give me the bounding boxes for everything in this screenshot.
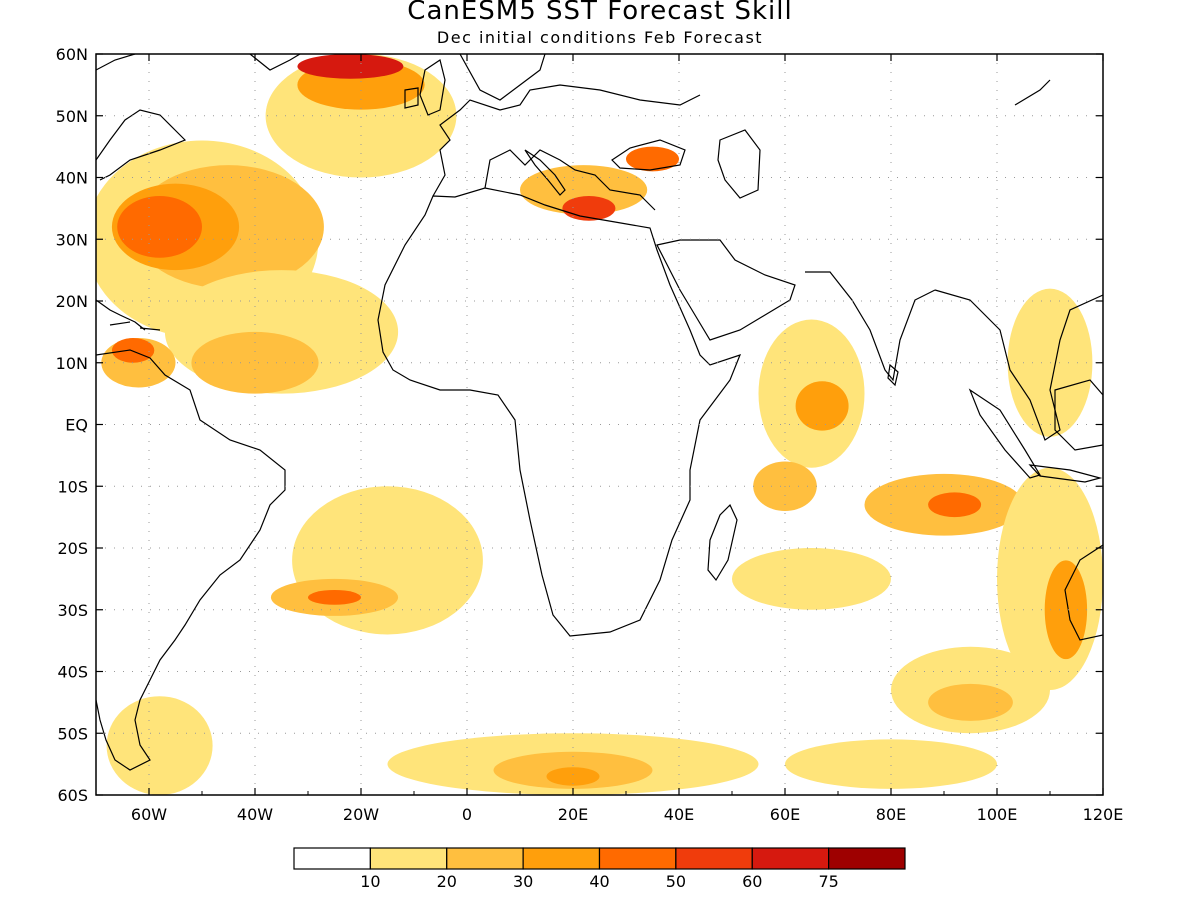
colorbar-swatch	[293, 847, 371, 870]
coastline-sumatra	[968, 388, 1041, 479]
lat-tick-label: 20S	[57, 539, 88, 558]
coastline-europe	[432, 84, 701, 197]
colorbar-swatch	[446, 847, 524, 870]
skill-region	[546, 767, 600, 786]
colorbar: 10 20 30 40 50 60 75	[293, 847, 906, 891]
coastline-africa	[377, 187, 742, 637]
latitude-axis: 60N 50N 40N 30N 20N 10N EQ 10S 20S 30S 40S 50S 60S	[56, 45, 1103, 805]
lon-tick-label: 100E	[977, 805, 1018, 824]
lat-tick-label: 60N	[56, 45, 88, 64]
colorbar-swatch	[598, 847, 677, 870]
coastline-central-america	[96, 299, 146, 331]
lon-tick-label: 20W	[343, 805, 379, 824]
lon-tick-label: 0	[462, 805, 472, 824]
lon-tick-label: 60E	[770, 805, 800, 824]
colorbar-swatch	[828, 847, 906, 870]
longitude-axis: 60W 40W 20W 0 20E 40E 60E 80E 100E 120E	[95, 54, 1124, 824]
skill-region	[520, 165, 648, 215]
colorbar-swatch	[522, 847, 601, 870]
colorbar-label: 30	[513, 872, 533, 891]
colorbar-swatch	[751, 847, 830, 870]
coastline-british-isles	[419, 59, 446, 116]
lon-tick-label: 40E	[664, 805, 694, 824]
coastline-caspian	[717, 129, 761, 199]
lat-tick-label: EQ	[65, 416, 88, 435]
coastline-sakhalin	[1014, 79, 1051, 106]
colorbar-label: 20	[437, 872, 457, 891]
lat-tick-label: 40N	[56, 169, 88, 188]
skill-region	[308, 589, 361, 605]
map-subtitle: Dec initial conditions Feb Forecast	[436, 28, 764, 47]
skill-region	[297, 54, 404, 79]
lat-tick-label: 30S	[57, 601, 88, 620]
lat-tick-label: 10N	[56, 354, 88, 373]
lon-tick-label: 20E	[558, 805, 588, 824]
coastline-north-america	[96, 109, 187, 181]
skill-region	[785, 739, 997, 789]
colorbar-label: 60	[742, 872, 762, 891]
colorbar-label: 75	[818, 872, 838, 891]
skill-region	[191, 331, 319, 394]
lat-tick-label: 30N	[56, 230, 88, 249]
lat-tick-label: 40S	[57, 663, 88, 682]
coastline-mediterranean-north	[484, 149, 656, 211]
lon-tick-label: 40W	[237, 805, 273, 824]
skill-region	[626, 146, 679, 172]
coastline-java	[1028, 464, 1103, 483]
lat-tick-label: 60S	[57, 786, 88, 805]
coastline-caribbean-islands	[109, 321, 161, 331]
colorbar-label: 40	[589, 872, 609, 891]
lat-tick-label: 20N	[56, 292, 88, 311]
map-title: CanESM5 SST Forecast Skill	[407, 0, 793, 26]
skill-region	[795, 381, 849, 431]
skill-region	[732, 548, 891, 610]
coastline-sri-lanka	[887, 363, 899, 387]
skill-region	[106, 696, 213, 795]
skill-region	[1044, 560, 1088, 660]
coastline-scandinavia	[459, 54, 546, 101]
coastline-labrador	[96, 54, 136, 71]
coastline-australia	[1064, 544, 1103, 641]
coastline-italy	[524, 149, 566, 196]
lat-tick-label: 50S	[57, 724, 88, 743]
coastline-greenland	[249, 54, 301, 71]
coastline-india	[805, 271, 936, 382]
coastline-south-america	[96, 349, 286, 771]
skill-region	[928, 492, 982, 518]
lat-tick-label: 50N	[56, 107, 88, 126]
skill-region	[117, 196, 202, 258]
coastline-madagascar	[707, 503, 738, 582]
coastline-black-sea	[611, 139, 686, 171]
lat-tick-label: 10S	[57, 477, 88, 496]
coastline-borneo	[1054, 379, 1103, 451]
lon-tick-label: 80E	[876, 805, 906, 824]
lon-tick-label: 60W	[131, 805, 167, 824]
skill-region	[928, 683, 1013, 721]
colorbar-label: 50	[666, 872, 686, 891]
coastline-southeast-asia	[934, 289, 1103, 441]
lon-tick-label: 120E	[1083, 805, 1124, 824]
colorbar-swatch	[675, 847, 753, 870]
coastlines	[96, 54, 1103, 771]
colorbar-swatch	[369, 847, 448, 870]
colorbar-label: 10	[360, 872, 380, 891]
skill-shading	[96, 54, 1103, 795]
coastline-arabia	[656, 239, 796, 341]
coastline-ireland	[404, 87, 419, 109]
skill-region	[111, 338, 155, 363]
